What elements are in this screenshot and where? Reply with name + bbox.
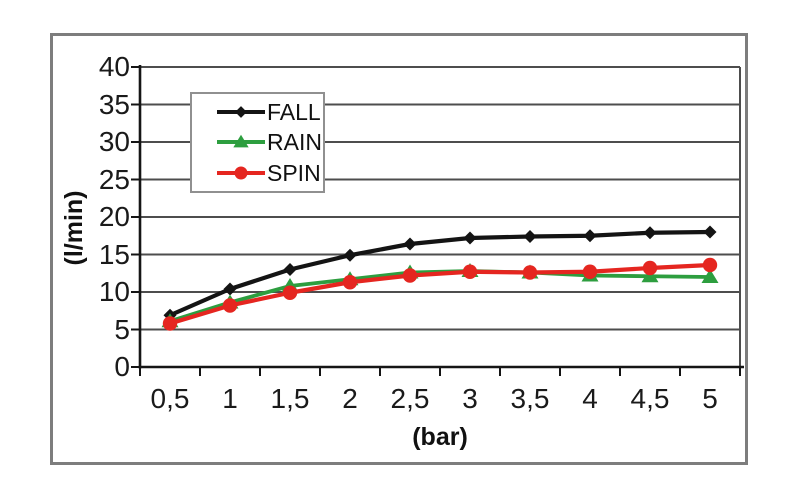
y-tick-label-40: 40 — [98, 51, 130, 82]
circle-marker-icon — [222, 298, 238, 313]
triangle-marker-icon — [233, 135, 249, 148]
legend-item-rain: RAIN — [216, 129, 323, 155]
circle-marker-icon — [234, 166, 248, 180]
y-tick-label-20: 20 — [98, 201, 130, 232]
x-tick-label-6: 3 — [462, 383, 478, 414]
legend: FALL RAIN SPIN — [190, 92, 325, 193]
x-tick-label-10: 5 — [702, 383, 718, 414]
x-tick-label-4: 2 — [342, 383, 358, 414]
circle-marker-icon — [162, 316, 178, 331]
y-tick-label-10: 10 — [98, 276, 130, 307]
y-tick-label-0: 0 — [114, 351, 130, 382]
x-tick-label-5: 2,5 — [390, 383, 430, 414]
legend-label-fall: FALL — [267, 99, 321, 126]
y-tick-label-25: 25 — [98, 163, 130, 195]
series-line-spin — [167, 262, 713, 326]
legend-label-rain: RAIN — [267, 129, 322, 156]
circle-marker-icon — [582, 264, 598, 279]
diamond-marker-icon — [223, 282, 237, 296]
diamond-marker-icon — [343, 248, 357, 262]
triangle-marker-icon — [701, 269, 719, 283]
series-line-fall — [167, 229, 713, 318]
y-axis-title: (l/min) — [60, 190, 88, 266]
rain-legend-key-icon — [217, 135, 265, 148]
circle-marker-icon — [702, 257, 718, 273]
x-tick-label-3: 1,5 — [270, 383, 310, 414]
x-axis-title: (bar) — [412, 423, 468, 451]
diamond-marker-icon — [523, 230, 537, 243]
x-tick-label-9: 4,5 — [630, 383, 670, 414]
diamond-marker-icon — [463, 231, 477, 245]
diamond-marker-icon — [283, 263, 297, 276]
diamond-marker-icon — [583, 229, 597, 243]
circle-marker-icon — [522, 265, 538, 280]
diamond-marker-icon — [643, 226, 657, 240]
fall-legend-key-icon — [217, 106, 265, 119]
y-tick-label-35: 35 — [98, 88, 130, 120]
diamond-marker-icon — [703, 225, 717, 239]
series-spin — [162, 257, 718, 331]
x-tick-label-8: 4 — [582, 383, 598, 414]
diamond-marker-icon — [235, 106, 247, 119]
series-line-rain — [168, 269, 712, 324]
y-tick-label-5: 5 — [114, 313, 130, 345]
legend-item-spin: SPIN — [216, 160, 323, 186]
circle-marker-icon — [282, 285, 298, 300]
spin-legend-key-icon — [217, 166, 265, 180]
legend-item-fall: FALL — [216, 99, 323, 125]
x-tick-label-1: 0,5 — [150, 383, 190, 414]
x-tick-label-7: 3,5 — [510, 383, 550, 414]
circle-marker-icon — [402, 268, 418, 283]
triangle-marker-icon — [641, 268, 659, 283]
diamond-marker-icon — [403, 237, 417, 251]
y-tick-label-30: 30 — [98, 126, 130, 157]
circle-marker-icon — [342, 275, 358, 290]
circle-marker-icon — [642, 260, 658, 276]
x-tick-label-2: 1 — [222, 383, 238, 414]
legend-label-spin: SPIN — [267, 159, 321, 186]
y-tick-label-15: 15 — [98, 238, 130, 270]
circle-marker-icon — [462, 264, 478, 279]
